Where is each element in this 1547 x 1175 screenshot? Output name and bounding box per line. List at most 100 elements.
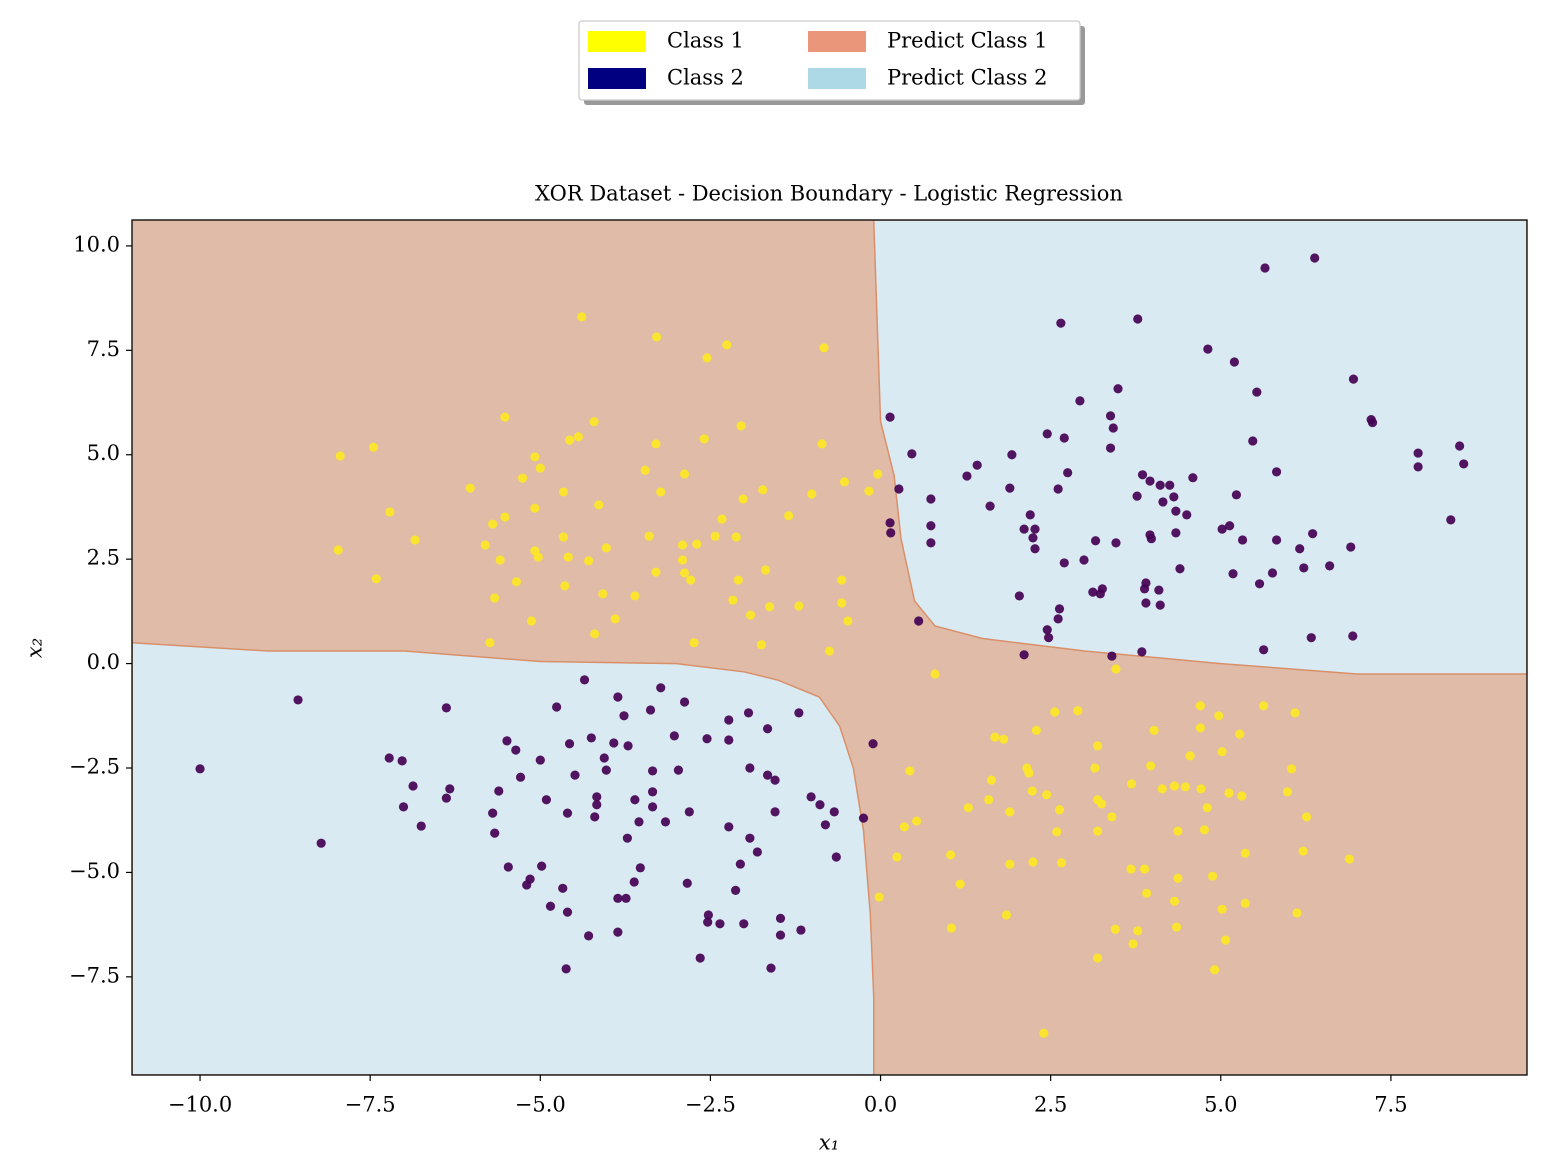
data-point xyxy=(584,556,594,566)
data-point xyxy=(1237,791,1247,801)
data-point xyxy=(601,765,611,775)
data-point xyxy=(590,629,600,639)
y-tick-label: 2.5 xyxy=(87,546,120,570)
data-point xyxy=(1019,524,1029,534)
data-point xyxy=(1169,492,1179,502)
data-point xyxy=(1446,515,1456,525)
data-point xyxy=(408,781,418,791)
data-point xyxy=(1027,786,1037,796)
data-point xyxy=(1237,535,1248,545)
data-point xyxy=(1155,600,1165,610)
y-axis-label: x₂ xyxy=(23,638,47,658)
data-point xyxy=(441,703,451,713)
data-point xyxy=(1203,344,1213,354)
data-point xyxy=(1039,1028,1049,1038)
data-point xyxy=(858,813,869,823)
data-point xyxy=(1348,374,1359,384)
data-point xyxy=(609,738,619,748)
data-point xyxy=(1301,812,1312,822)
data-point xyxy=(1173,873,1183,883)
data-point xyxy=(829,807,839,817)
data-point xyxy=(1001,910,1012,920)
data-point xyxy=(647,802,658,812)
data-point xyxy=(398,802,409,812)
data-point xyxy=(1139,864,1150,874)
data-point xyxy=(1199,825,1210,835)
data-point xyxy=(1105,411,1116,421)
data-point xyxy=(490,828,500,838)
data-point xyxy=(1169,896,1180,906)
data-point xyxy=(1248,436,1258,446)
data-point xyxy=(745,833,755,843)
data-point xyxy=(695,953,705,963)
x-axis-label: x₁ xyxy=(819,1131,839,1155)
data-point xyxy=(1271,467,1282,477)
data-point xyxy=(561,964,571,974)
data-point xyxy=(502,736,512,746)
data-point xyxy=(644,531,654,541)
data-point xyxy=(441,793,451,803)
data-point xyxy=(784,511,794,521)
data-point xyxy=(926,521,936,531)
data-point xyxy=(679,469,690,479)
data-point xyxy=(1139,584,1150,594)
data-point xyxy=(647,766,658,776)
data-point xyxy=(1075,396,1085,406)
data-point xyxy=(1090,763,1100,773)
data-point xyxy=(652,332,662,342)
data-point xyxy=(1225,521,1235,531)
data-point xyxy=(1141,598,1151,608)
data-point xyxy=(651,439,661,449)
legend-swatch xyxy=(808,68,866,89)
data-point xyxy=(592,792,602,802)
data-point xyxy=(1282,787,1293,797)
data-point xyxy=(1455,441,1465,451)
data-point xyxy=(564,435,575,445)
data-point xyxy=(864,486,874,496)
data-point xyxy=(1220,935,1231,945)
data-point xyxy=(480,540,490,550)
data-point xyxy=(1182,510,1192,520)
data-point xyxy=(702,353,712,363)
data-point xyxy=(899,822,909,832)
data-point xyxy=(999,734,1009,744)
y-tick-label: −7.5 xyxy=(69,963,120,987)
data-point xyxy=(739,919,749,929)
data-point xyxy=(490,593,500,603)
data-point xyxy=(545,901,556,911)
data-point xyxy=(1025,510,1035,520)
data-point xyxy=(738,494,748,504)
data-point xyxy=(1005,483,1015,493)
data-point xyxy=(843,616,853,626)
data-point xyxy=(1053,484,1063,494)
data-point xyxy=(703,910,713,920)
data-point xyxy=(815,800,825,810)
data-point xyxy=(766,963,776,973)
data-point xyxy=(1107,651,1117,661)
data-point xyxy=(715,919,725,929)
data-point xyxy=(765,602,775,612)
data-point xyxy=(1173,826,1183,836)
data-point xyxy=(613,927,623,937)
x-tick-label: 7.5 xyxy=(1374,1093,1407,1117)
data-point xyxy=(689,638,699,648)
data-point xyxy=(758,485,768,495)
data-point xyxy=(558,487,569,497)
data-point xyxy=(494,786,504,796)
axes-frame xyxy=(131,219,1528,1076)
decision-region xyxy=(132,641,875,1075)
data-point xyxy=(963,803,973,813)
data-point xyxy=(824,646,835,656)
data-point xyxy=(1325,561,1335,571)
data-point xyxy=(760,565,771,575)
data-point xyxy=(1413,448,1423,458)
data-point xyxy=(775,930,786,940)
y-tick-label: −2.5 xyxy=(69,755,120,779)
data-point xyxy=(986,775,997,785)
data-point xyxy=(926,538,936,548)
data-point xyxy=(526,616,537,626)
data-point xyxy=(717,514,727,524)
data-point xyxy=(579,675,590,685)
data-point xyxy=(1231,490,1242,500)
